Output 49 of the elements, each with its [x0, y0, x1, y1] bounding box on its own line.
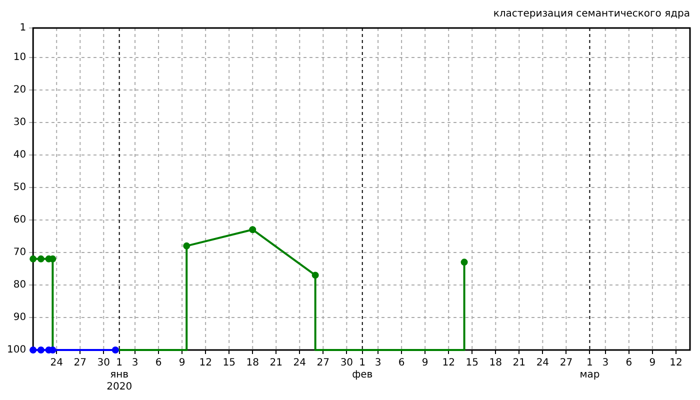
x-tick-label: 18 — [246, 358, 259, 369]
x-tick-label: 12 — [442, 358, 455, 369]
x-tick-label: 3 — [132, 358, 138, 369]
x-tick-label: 15 — [222, 358, 236, 369]
x-tick-label: 21 — [270, 358, 282, 369]
x-tick-label: 27 — [74, 358, 86, 369]
y-tick-label: 1 — [20, 22, 26, 34]
point — [37, 346, 44, 354]
x-tick-label: 6 — [155, 358, 162, 369]
x-tick-label: 9 — [649, 358, 656, 369]
y-tick-label: 90 — [13, 312, 26, 324]
y-tick-label: 50 — [13, 182, 26, 193]
x-tick-label: 9 — [422, 358, 428, 369]
x-tick-label: 12 — [199, 358, 212, 369]
point — [30, 255, 37, 262]
y-tick-label: 30 — [13, 116, 26, 128]
point — [30, 346, 37, 354]
x-tick-label: 27 — [560, 358, 573, 369]
point — [249, 226, 256, 234]
y-tick-label: 10 — [13, 52, 26, 63]
y-tick-label: 100 — [6, 344, 26, 356]
x-tick-label: 1 фев — [352, 358, 373, 381]
x-tick-label: 24 — [293, 358, 306, 369]
x-tick-label: 3 — [374, 358, 382, 369]
y-tick-label: 60 — [13, 214, 26, 226]
y-tick-label: 40 — [13, 149, 26, 160]
x-tick-label: 30 — [340, 358, 354, 369]
y-tick-label: 20 — [13, 84, 26, 96]
x-tick-label: 1 мар — [580, 358, 600, 381]
x-tick-label: 27 — [316, 358, 330, 369]
x-tick-label: 3 — [602, 358, 609, 369]
x-tick-label: 6 — [626, 358, 632, 369]
x-tick-label: 15 — [466, 358, 478, 369]
x-tick-label: 24 — [536, 358, 550, 369]
x-tick-label: 18 — [489, 358, 502, 369]
point — [312, 272, 319, 279]
x-tick-label: 6 — [398, 358, 405, 369]
point — [183, 242, 190, 250]
x-tick-label: 30 — [97, 358, 110, 369]
point — [460, 258, 468, 266]
y-tick-label: 80 — [13, 280, 26, 291]
chart-title: кластеризация семантического ядра — [493, 8, 690, 20]
x-tick-label: 9 — [178, 358, 186, 369]
point — [37, 255, 44, 262]
x-tick-label: 12 — [670, 358, 682, 369]
point — [112, 346, 119, 354]
x-tick-label: 21 — [512, 358, 526, 369]
x-tick-label: 24 — [50, 358, 63, 369]
y-tick-label: 70 — [13, 247, 26, 258]
